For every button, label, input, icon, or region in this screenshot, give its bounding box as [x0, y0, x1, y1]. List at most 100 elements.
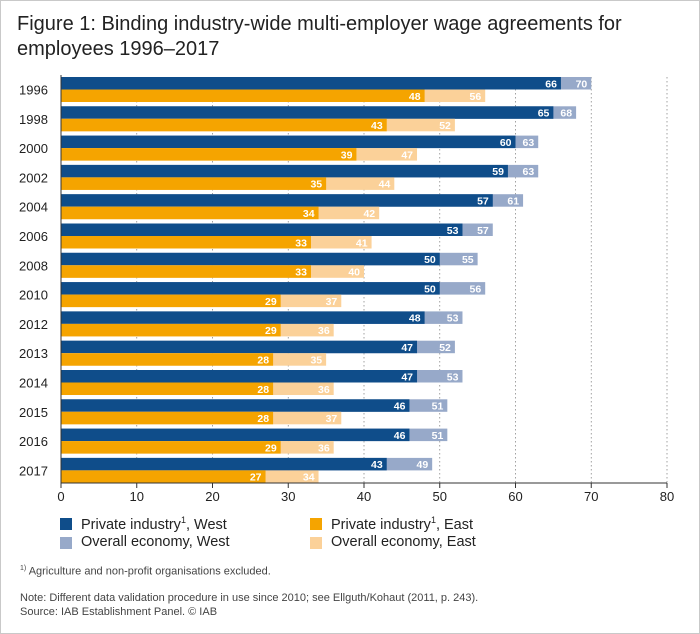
label-overall-east-2014: 36: [318, 384, 330, 396]
bar-private-west-2017: [61, 457, 387, 471]
label-overall-west-2000: 63: [523, 137, 535, 149]
bar-private-west-2008: [61, 252, 440, 266]
bar-private-west-2017-rect: [61, 457, 387, 471]
bar-private-west-2010-rect: [61, 282, 440, 295]
bar-private-east-1996-rect: [61, 89, 425, 102]
label-private-west-1998: 65: [538, 108, 550, 120]
x-tick-label-60: 60: [508, 489, 522, 504]
label-private-west-2002: 59: [492, 166, 504, 178]
label-private-east-2000: 39: [341, 149, 353, 161]
footnote: 1) Agriculture and non-profit organisati…: [20, 565, 271, 578]
bar-private-west-2004: [61, 194, 493, 207]
label-overall-west-2010: 56: [470, 283, 482, 295]
footnote-text: Agriculture and non-profit organisations…: [28, 565, 271, 578]
label-overall-west-2002: 63: [523, 166, 535, 178]
bar-private-east-2000-rect: [61, 148, 357, 161]
bar-private-west-2015: [61, 399, 410, 412]
x-tick-label-30: 30: [281, 489, 295, 504]
label-overall-east-2006: 41: [356, 237, 368, 249]
bar-private-east-2016: [61, 441, 281, 454]
bar-private-west-2002-rect: [61, 164, 508, 178]
label-private-west-2015: 46: [394, 401, 406, 413]
bar-private-east-1998: [61, 118, 387, 132]
bar-private-west-2012-rect: [61, 311, 425, 324]
label-private-west-2008: 50: [424, 254, 436, 266]
category-label-2013: 2013: [19, 346, 48, 361]
category-label-2012: 2012: [19, 317, 48, 332]
label-overall-east-2012: 36: [318, 325, 330, 337]
x-tick-label-0: 0: [57, 489, 64, 504]
label-private-east-2015: 28: [257, 413, 269, 425]
legend-sup-private-east: 1: [430, 515, 436, 525]
bar-private-west-1998: [61, 106, 554, 119]
legend-label-private-east: Private industry: [331, 516, 431, 533]
label-private-east-2006: 33: [295, 237, 307, 249]
label-private-west-2017: 43: [371, 459, 383, 471]
label-private-east-2004: 34: [303, 208, 315, 220]
label-overall-west-1996: 70: [576, 78, 588, 90]
category-label-2008: 2008: [19, 258, 48, 273]
legend-label-overall-east: Overall economy, East: [331, 534, 476, 550]
category-label-2015: 2015: [19, 405, 48, 420]
bar-private-east-2010: [61, 294, 281, 308]
label-overall-east-2008: 40: [348, 267, 360, 279]
category-label-2017: 2017: [19, 463, 48, 478]
x-tick-label-20: 20: [205, 489, 219, 504]
label-overall-west-2016: 51: [432, 430, 444, 442]
legend-swatch-overall-west: [60, 537, 72, 549]
bar-private-west-2012: [61, 311, 425, 324]
bar-private-west-2006: [61, 223, 463, 236]
category-label-1996: 1996: [19, 83, 48, 98]
bar-private-east-2012: [61, 323, 281, 337]
label-private-west-2012: 48: [409, 313, 421, 325]
category-label-1998: 1998: [19, 112, 48, 127]
bar-private-west-2014: [61, 370, 418, 383]
label-overall-east-2010: 37: [326, 296, 338, 308]
label-private-east-2012: 29: [265, 325, 277, 337]
x-tick-label-80: 80: [660, 489, 674, 504]
label-private-west-2016: 46: [394, 430, 406, 442]
bar-private-west-2000: [61, 135, 516, 149]
label-private-west-1996: 66: [545, 78, 557, 90]
bar-private-west-2014-rect: [61, 370, 418, 383]
bar-private-west-2008-rect: [61, 252, 440, 266]
legend-sup-private-west: 1: [180, 515, 186, 525]
source: Source: IAB Establishment Panel. © IAB: [20, 606, 218, 618]
label-private-east-2002: 35: [310, 179, 322, 191]
note: Note: Different data validation procedur…: [20, 592, 479, 604]
category-label-2014: 2014: [19, 376, 48, 391]
label-overall-east-2000: 47: [401, 149, 413, 161]
label-private-east-1996: 48: [409, 91, 421, 103]
bar-private-east-2008: [61, 265, 311, 278]
category-label-2000: 2000: [19, 141, 48, 156]
bar-private-east-2015-rect: [61, 411, 274, 425]
bar-private-west-2002: [61, 164, 508, 178]
bar-private-west-1996-rect: [61, 77, 561, 90]
x-tick-label-70: 70: [584, 489, 598, 504]
bar-private-east-2017-rect: [61, 470, 266, 483]
label-overall-west-2006: 57: [477, 225, 489, 237]
label-private-west-2010: 50: [424, 283, 436, 295]
bar-private-east-2004-rect: [61, 206, 319, 220]
bar-private-east-2010-rect: [61, 294, 281, 308]
label-overall-east-2002: 44: [379, 179, 391, 191]
bar-private-west-2013-rect: [61, 340, 418, 354]
label-private-east-1998: 43: [371, 120, 383, 132]
category-label-2006: 2006: [19, 229, 48, 244]
legend-swatch-private-west: [60, 518, 72, 530]
category-label-2004: 2004: [19, 200, 48, 215]
label-overall-west-2004: 61: [507, 195, 519, 207]
bar-private-east-2006-rect: [61, 236, 311, 249]
label-private-west-2004: 57: [477, 195, 489, 207]
label-private-west-2013: 47: [401, 342, 413, 354]
bar-private-east-2014-rect: [61, 382, 274, 395]
label-private-west-2006: 53: [447, 225, 459, 237]
category-label-2002: 2002: [19, 170, 48, 185]
label-private-east-2014: 28: [257, 384, 269, 396]
bar-private-west-2004-rect: [61, 194, 493, 207]
bar-private-east-2000: [61, 148, 357, 161]
label-private-east-2013: 28: [257, 354, 269, 366]
bar-private-west-2016: [61, 428, 410, 442]
bar-private-west-2006-rect: [61, 223, 463, 236]
bar-private-west-2015-rect: [61, 399, 410, 412]
